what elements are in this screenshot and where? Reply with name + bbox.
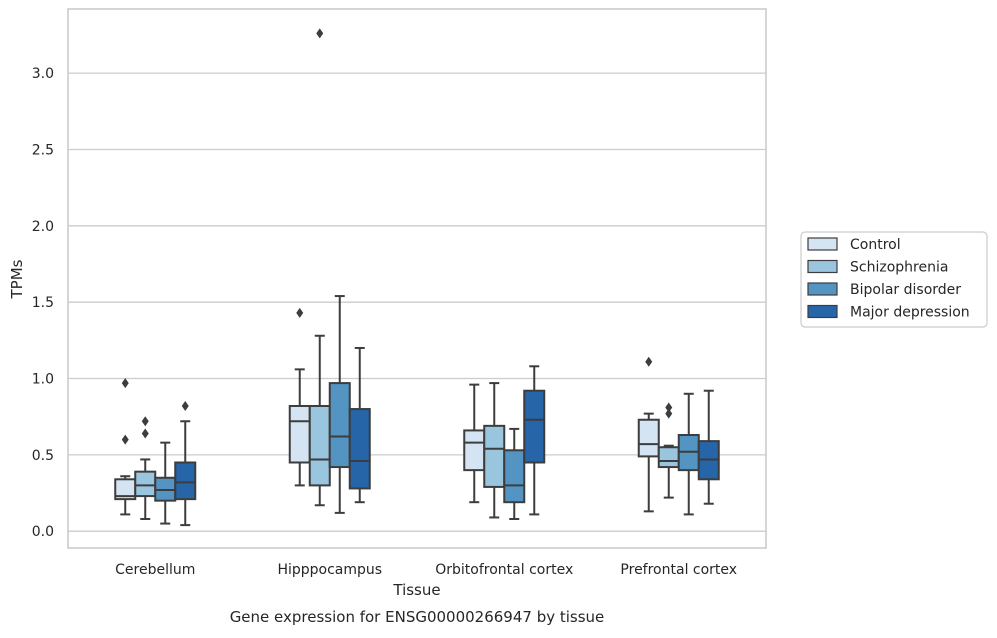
legend-label: Bipolar disorder (850, 282, 961, 298)
outlier-point (316, 28, 324, 39)
legend-swatch (807, 304, 838, 319)
box-schizophrenia (134, 470, 157, 498)
legend-label: Major depression (850, 305, 970, 321)
outlier-point (645, 356, 653, 367)
outlier-point (296, 307, 304, 318)
box-bipolar-disorder (503, 449, 526, 504)
outlier-point (141, 416, 149, 427)
box-schizophrenia (308, 404, 331, 487)
y-tick-label: 1.0 (32, 372, 54, 388)
legend-frame (800, 231, 988, 328)
box-control (288, 404, 311, 464)
box-major-depression (348, 408, 371, 490)
figure-caption: Gene expression for ENSG00000266947 by t… (230, 608, 605, 626)
y-axis-label: TPMs (8, 259, 26, 299)
outlier-point (121, 378, 129, 389)
x-axis-label: Tissue (392, 581, 440, 599)
box-schizophrenia (483, 424, 506, 488)
y-tick-label: 2.0 (32, 219, 54, 235)
legend-label: Control (850, 237, 901, 253)
y-tick-label: 1.5 (32, 295, 54, 311)
x-tick-label: Orbitofrontal cortex (435, 562, 573, 578)
outlier-point (665, 408, 673, 419)
outlier-point (181, 400, 189, 411)
x-tick-label: Prefrontal cortex (620, 562, 737, 578)
legend-label: Schizophrenia (850, 260, 948, 276)
box-control (463, 429, 486, 472)
outlier-point (665, 402, 673, 413)
box-bipolar-disorder (328, 382, 351, 469)
box-schizophrenia (657, 446, 680, 469)
box-major-depression (523, 389, 546, 464)
legend-swatch (807, 237, 838, 251)
box-control (637, 418, 660, 458)
box-major-depression (174, 461, 197, 501)
outlier-point (121, 434, 129, 445)
y-tick-label: 2.5 (32, 142, 54, 158)
legend-swatch (807, 282, 838, 296)
plot-frame (67, 8, 767, 549)
legend-swatch (807, 259, 838, 274)
x-tick-label: Cerebellum (115, 562, 195, 578)
y-tick-label: 0.5 (32, 448, 54, 464)
y-tick-label: 3.0 (32, 66, 54, 82)
x-tick-label: Hipppocampus (277, 562, 382, 578)
outlier-point (141, 428, 149, 439)
y-tick-label: 0.0 (32, 524, 54, 540)
